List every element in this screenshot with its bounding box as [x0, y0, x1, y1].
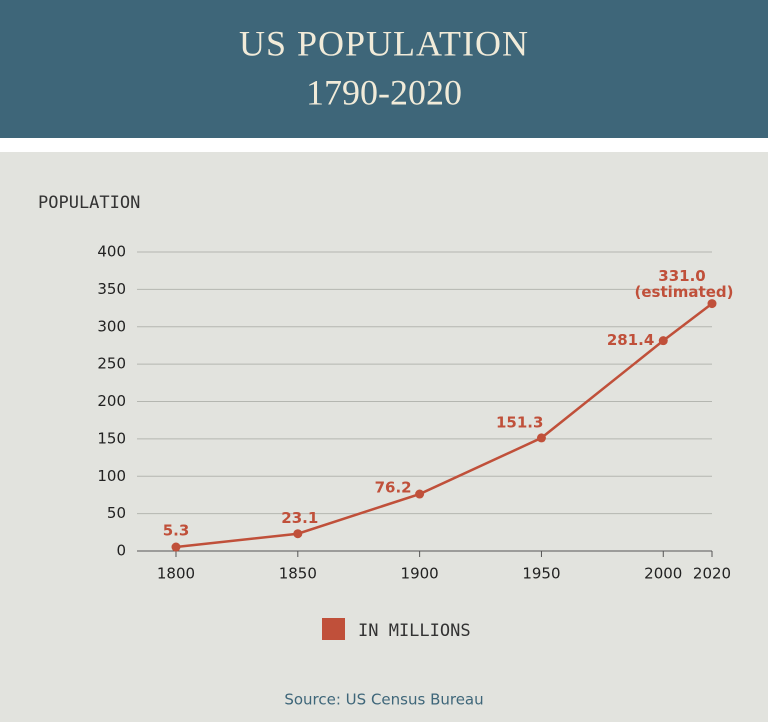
x-tick-label: 2020	[693, 565, 731, 583]
data-point	[658, 336, 668, 346]
y-tick-label: 300	[97, 317, 126, 335]
y-tick-label: 150	[97, 429, 126, 447]
value-label: 76.2	[375, 479, 412, 497]
value-label: 5.3	[163, 522, 190, 540]
y-tick-label: 100	[97, 467, 126, 485]
annotation: (estimated)	[635, 283, 734, 301]
y-tick-label: 50	[107, 504, 126, 522]
x-tick-label: 1800	[157, 565, 195, 583]
legend-swatch	[322, 618, 345, 640]
y-axis-label: POPULATION	[38, 193, 140, 213]
x-tick-label: 2000	[644, 565, 682, 583]
data-point	[415, 489, 425, 499]
chart-title: US POPULATION	[239, 23, 529, 63]
header-strip	[0, 138, 768, 152]
data-point	[707, 299, 717, 309]
value-label: 331.0	[658, 267, 705, 285]
legend-label: IN MILLIONS	[358, 621, 471, 641]
x-tick-label: 1950	[522, 565, 560, 583]
y-tick-label: 200	[97, 392, 126, 410]
header-band	[0, 0, 768, 138]
chart-subtitle: 1790-2020	[306, 72, 462, 112]
data-point	[293, 529, 303, 539]
value-label: 281.4	[607, 331, 654, 349]
y-tick-label: 0	[116, 542, 126, 560]
x-tick-label: 1900	[401, 565, 439, 583]
data-point	[171, 542, 181, 552]
value-label: 23.1	[281, 509, 318, 527]
data-point	[536, 433, 546, 443]
series-line	[175, 302, 713, 549]
y-tick-label: 350	[97, 280, 126, 298]
y-tick-label: 250	[97, 355, 126, 373]
x-tick-label: 1850	[279, 565, 317, 583]
y-tick-label: 400	[97, 243, 126, 261]
value-label: 151.3	[496, 413, 543, 431]
source: Source: US Census Bureau	[284, 691, 483, 709]
